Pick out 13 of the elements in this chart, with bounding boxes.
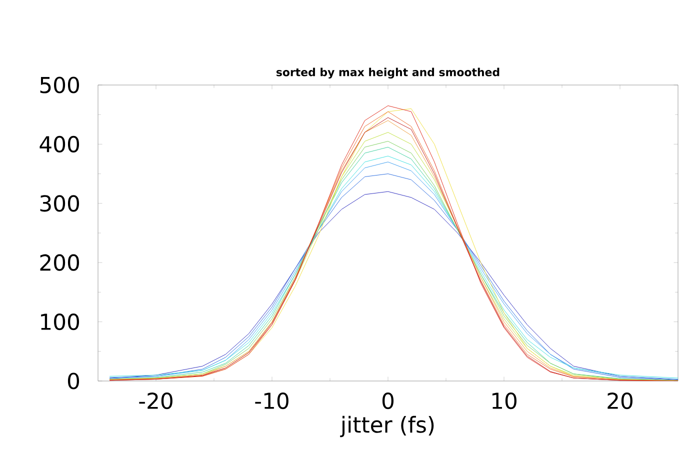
y-tick-label: 0 — [68, 372, 80, 390]
y-tick-label: 300 — [40, 195, 80, 212]
y-tick-label: 500 — [40, 76, 80, 94]
x-tick-label: -10 — [255, 392, 288, 410]
x-tick-label: 20 — [608, 392, 632, 410]
y-tick-label: 100 — [41, 314, 80, 330]
y-tick-label: 200 — [40, 254, 80, 271]
x-tick-label: 10 — [492, 392, 516, 410]
chart-title: sorted by max height and smoothed — [276, 68, 500, 78]
y-tick-label: 400 — [40, 136, 80, 152]
x-tick-label: -20 — [139, 392, 172, 410]
x-tick-label: 0 — [382, 392, 394, 410]
x-axis-title: jitter (fs) — [340, 416, 434, 438]
